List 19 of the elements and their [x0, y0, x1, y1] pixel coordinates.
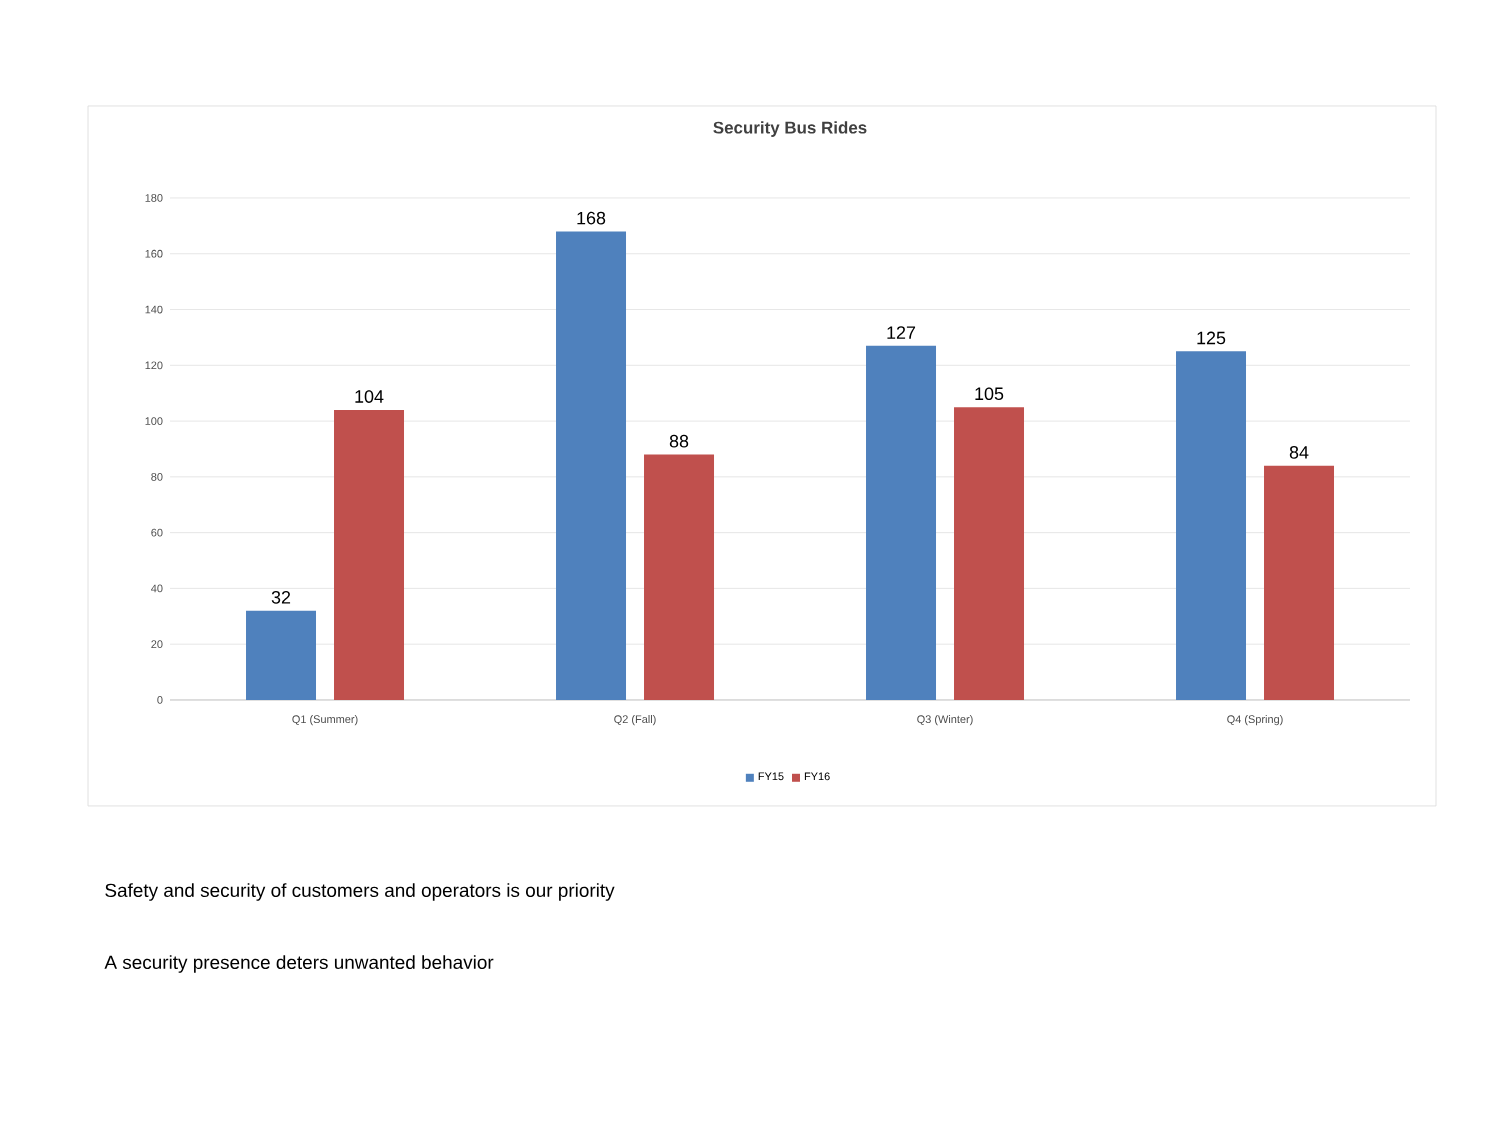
bar [866, 345, 937, 700]
data-label: 168 [577, 211, 606, 225]
chart-title: Security Bus Rides [713, 121, 867, 137]
bar [644, 454, 715, 700]
text: Safety and security of customers and operators is our priority [105, 883, 615, 901]
data-label: 105 [975, 387, 1004, 401]
data-label: 127 [887, 326, 916, 339]
bar [1264, 465, 1335, 700]
bar [954, 407, 1025, 700]
data-label: 104 [355, 390, 384, 403]
bar [556, 231, 627, 700]
data-label: 84 [1289, 445, 1309, 459]
data-label: 125 [1197, 331, 1226, 345]
text: A security presence deters unwanted behavior [104, 955, 494, 973]
bar [1176, 351, 1247, 700]
data-label: 32 [271, 590, 291, 604]
bar [246, 610, 317, 700]
data-label: 88 [669, 434, 689, 448]
bar [334, 409, 405, 700]
